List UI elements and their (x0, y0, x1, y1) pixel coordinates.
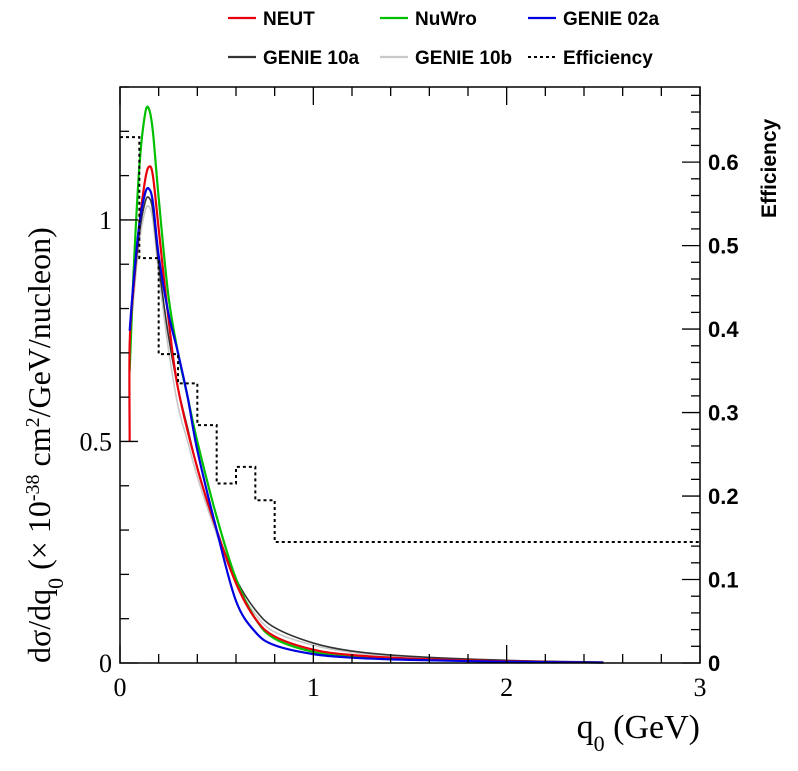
y2-axis-label: Efficiency (758, 118, 781, 218)
series-layer (120, 105, 700, 664)
y-axis-label-suffix: /GeV/nucleon) (21, 227, 57, 417)
legend-item-genie-10b: GENIE 10b (380, 48, 512, 69)
legend-label: GENIE 02a (563, 9, 660, 30)
x-axis-label-main: q (577, 709, 594, 746)
x-axis-label-unit: (GeV) (605, 709, 700, 746)
legend-label: NEUT (263, 9, 315, 30)
y2-tick-label: 0 (708, 651, 720, 676)
series-efficiency (120, 136, 700, 543)
y-tick-label: 1 (99, 206, 112, 235)
legend-item-genie-10a: GENIE 10a (228, 48, 360, 69)
y-tick-label: 0.5 (80, 427, 113, 456)
y-axis-label-mid: (× 10 (21, 501, 57, 578)
x-tick-label: 1 (307, 673, 320, 702)
y2-tick-label: 0.2 (708, 484, 739, 509)
x-tick-label: 0 (114, 673, 127, 702)
series-genie-10a (128, 196, 604, 663)
y-axis-label-exp: -38 (22, 474, 44, 501)
legend-item-nuwro: NuWro (380, 9, 477, 30)
y-axis-label-sup2: 2 (22, 417, 44, 427)
legend-label: Efficiency (563, 48, 653, 69)
y2-tick-label: 0.3 (708, 401, 739, 426)
y-axis-label: dσ/dq0 (× 10-38 cm2/GeV/nucleon) (21, 227, 68, 663)
legend-label: GENIE 10a (263, 48, 360, 69)
legend-item-neut: NEUT (228, 9, 315, 30)
x-tick-label: 3 (694, 673, 707, 702)
x-axis-label-sub: 0 (594, 731, 605, 756)
series-neut (128, 165, 604, 664)
y-tick-label: 0 (99, 649, 112, 678)
x-tick-label: 2 (500, 673, 513, 702)
y2-tick-label: 0.1 (708, 568, 739, 593)
plot-frame (119, 86, 701, 664)
series-genie-10b (128, 205, 604, 663)
legend-label: GENIE 10b (415, 48, 512, 69)
legend: NEUT NuWro GENIE 02a GENIE 10a GENIE 10b Effi… (228, 9, 660, 69)
legend-label: NuWro (415, 9, 477, 30)
series-genie-02a (128, 187, 604, 664)
legend-item-efficiency: Efficiency (528, 48, 653, 69)
y2-tick-label: 0.6 (708, 150, 739, 175)
y-axis-label-sub: 0 (43, 578, 68, 589)
y2-tick-label: 0.4 (708, 317, 739, 342)
legend-item-genie-02a: GENIE 02a (528, 9, 660, 30)
series-nuwro (128, 105, 604, 664)
x-axis-label: q0 (GeV) (577, 709, 700, 756)
y2-tick-label: 0.5 (708, 234, 739, 259)
y-axis-label-mid2: cm (21, 427, 57, 474)
y-axis-label-prefix: dσ/dq (21, 589, 57, 663)
